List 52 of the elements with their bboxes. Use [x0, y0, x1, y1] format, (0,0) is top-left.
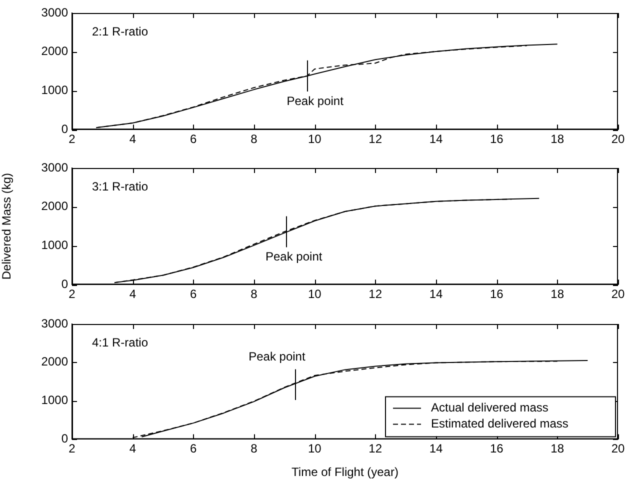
- y-tick-label: 1000: [41, 83, 68, 98]
- y-tick-label: 2000: [41, 44, 68, 58]
- x-tick-label: 18: [550, 442, 564, 456]
- x-tick-label: 20: [611, 132, 625, 146]
- x-tick-label: 2: [68, 442, 76, 456]
- x-tick-label: 16: [490, 132, 504, 146]
- x-tick-label: 2: [68, 132, 76, 146]
- legend-label: Actual delivered mass: [431, 400, 548, 415]
- annotation: Peak point: [286, 94, 344, 108]
- text: 4:1 R-ratio: [92, 335, 148, 350]
- x-tick-label: 4: [129, 132, 136, 146]
- x-axis-title: Time of Flight (year): [292, 465, 398, 480]
- x-tick-label: 14: [429, 132, 443, 146]
- x-tick-label: 6: [190, 287, 197, 302]
- x-tick-label: 12: [368, 132, 382, 146]
- annotation: Peak point: [265, 250, 323, 264]
- x-tick-label: 8: [250, 442, 258, 456]
- y-tick-label: 2000: [41, 199, 68, 214]
- text: 3:1 R-ratio: [92, 179, 148, 194]
- y-tick-label: 1000: [41, 238, 68, 252]
- x-tick-label: 8: [250, 287, 258, 302]
- y-tick-label: 3000: [41, 316, 68, 330]
- x-tick-label: 14: [429, 287, 443, 302]
- annotation: Peak point: [248, 350, 306, 364]
- x-tick-label: 16: [490, 442, 504, 456]
- text: 2:1 R-ratio: [92, 24, 148, 38]
- x-tick-label: 16: [490, 287, 504, 302]
- y-tick-label: 1000: [41, 393, 68, 408]
- x-tick-label: 12: [368, 287, 382, 302]
- y-tick-label: 0: [61, 432, 68, 446]
- y-tick-label: 0: [61, 276, 68, 291]
- y-axis-title: Delivered Mass (kg): [0, 172, 14, 280]
- x-tick-label: 20: [611, 442, 625, 456]
- x-tick-label: 10: [308, 287, 322, 302]
- x-tick-label: 18: [550, 132, 564, 146]
- x-tick-label: 14: [429, 442, 443, 456]
- y-tick-label: 3000: [41, 5, 68, 20]
- x-tick-label: 20: [611, 287, 625, 302]
- y-tick-label: 3000: [41, 160, 68, 174]
- x-tick-label: 12: [368, 442, 382, 456]
- legend-label: Estimated delivered mass: [431, 416, 568, 431]
- x-tick-label: 10: [308, 442, 322, 456]
- x-tick-label: 6: [190, 442, 197, 456]
- x-tick-label: 8: [250, 132, 258, 146]
- x-tick-label: 18: [550, 287, 564, 302]
- y-tick-label: 0: [61, 122, 68, 136]
- x-tick-label: 4: [129, 442, 136, 456]
- x-tick-label: 6: [190, 132, 197, 146]
- x-tick-label: 2: [68, 287, 76, 302]
- x-tick-label: 4: [129, 287, 136, 302]
- x-tick-label: 10: [308, 132, 322, 146]
- y-tick-label: 2000: [41, 354, 68, 369]
